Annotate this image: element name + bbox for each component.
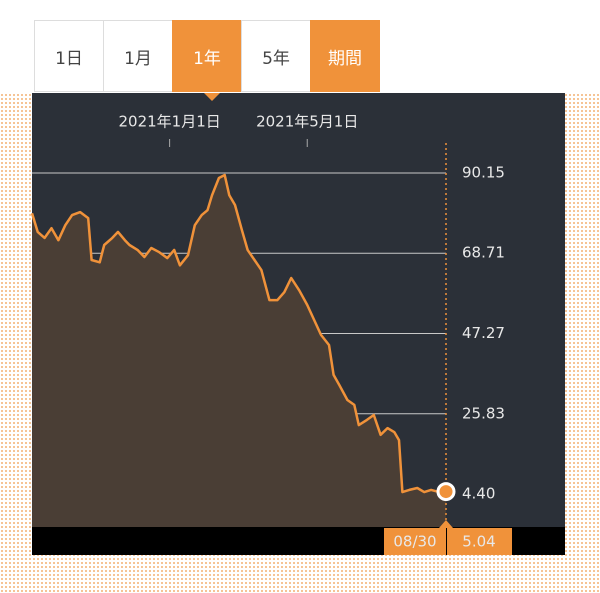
- cursor-value: 5.04: [462, 533, 495, 551]
- area-fill: [32, 175, 446, 527]
- y-tick-label: 90.15: [462, 163, 505, 181]
- cursor-date: 08/30: [393, 533, 436, 551]
- y-tick-label: 4.40: [462, 484, 495, 502]
- tab-pointer: [204, 93, 220, 101]
- end-point: [436, 482, 456, 502]
- range-tab[interactable]: 期間: [310, 20, 380, 92]
- x-tick-label: 2021年1月1日: [118, 113, 220, 131]
- cursor-pointer: [439, 520, 453, 528]
- y-tick-label: 25.83: [462, 404, 505, 422]
- y-tick-label: 47.27: [462, 324, 505, 342]
- price-line: [30, 173, 447, 494]
- y-tick-label: 68.71: [462, 244, 505, 262]
- value-box: [447, 528, 512, 555]
- date-box: [384, 528, 446, 555]
- range-tab[interactable]: 1年: [172, 20, 242, 92]
- range-tabs: 1日 1月 1年 5年 期間: [34, 20, 380, 92]
- x-tick-label: 2021年5月1日: [256, 113, 358, 131]
- range-tab[interactable]: 1日: [34, 20, 104, 92]
